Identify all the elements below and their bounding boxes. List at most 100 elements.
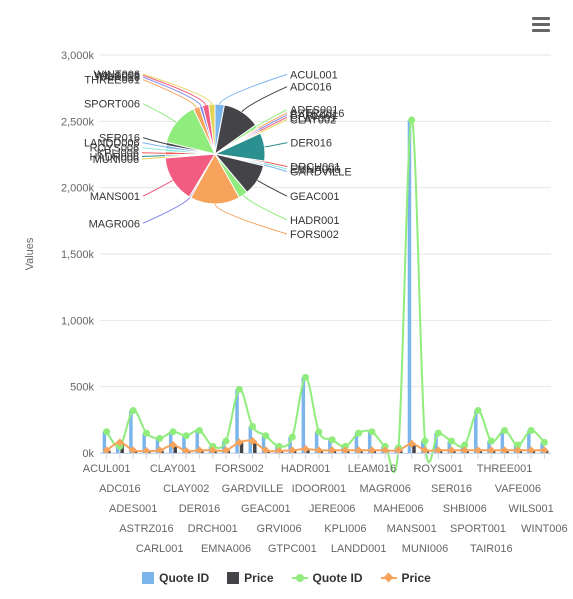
- quote-id-bar[interactable]: [500, 430, 505, 453]
- price-point[interactable]: [288, 446, 297, 455]
- quote-id-bar[interactable]: [168, 431, 173, 453]
- quote-id-point[interactable]: [487, 437, 495, 445]
- quote-id-point[interactable]: [129, 407, 137, 415]
- quote-id-bar[interactable]: [407, 120, 412, 454]
- price-point[interactable]: [261, 446, 270, 455]
- quote-id-bar[interactable]: [115, 446, 120, 453]
- price-bar[interactable]: [239, 442, 244, 453]
- price-point[interactable]: [314, 446, 323, 455]
- price-point[interactable]: [222, 446, 231, 455]
- price-point[interactable]: [129, 446, 138, 455]
- price-point[interactable]: [381, 446, 390, 455]
- price-point[interactable]: [235, 438, 244, 447]
- price-point[interactable]: [155, 446, 164, 455]
- price-point[interactable]: [195, 446, 204, 455]
- quote-id-point[interactable]: [461, 441, 469, 449]
- legend-item[interactable]: Price: [227, 571, 274, 585]
- price-point[interactable]: [447, 446, 456, 455]
- price-point[interactable]: [527, 446, 536, 455]
- chart-menu-button[interactable]: [528, 14, 554, 36]
- price-point[interactable]: [248, 437, 257, 446]
- price-point[interactable]: [487, 446, 496, 455]
- quote-id-point[interactable]: [514, 441, 522, 449]
- quote-id-point[interactable]: [328, 436, 336, 444]
- price-point[interactable]: [208, 446, 217, 455]
- price-point[interactable]: [407, 439, 416, 448]
- price-point[interactable]: [102, 446, 111, 455]
- quote-id-point[interactable]: [355, 429, 363, 437]
- quote-id-bar[interactable]: [235, 389, 239, 453]
- quote-id-point[interactable]: [195, 426, 203, 434]
- pie-label: GEAC001: [290, 191, 340, 203]
- price-point[interactable]: [328, 446, 337, 455]
- quote-id-point[interactable]: [169, 428, 177, 436]
- price-point[interactable]: [434, 446, 443, 455]
- quote-id-bar[interactable]: [328, 439, 332, 453]
- quote-id-bar[interactable]: [420, 441, 425, 453]
- quote-id-bar[interactable]: [447, 441, 452, 453]
- price-bar[interactable]: [173, 445, 177, 453]
- price-point[interactable]: [168, 441, 177, 450]
- price-point[interactable]: [367, 446, 376, 455]
- price-point[interactable]: [540, 446, 549, 455]
- price-bar[interactable]: [306, 449, 310, 453]
- quote-id-bar[interactable]: [155, 438, 160, 453]
- quote-id-bar[interactable]: [222, 441, 226, 453]
- quote-id-point[interactable]: [142, 429, 150, 437]
- price-point[interactable]: [460, 446, 469, 455]
- quote-id-point[interactable]: [408, 116, 416, 124]
- quote-id-bar[interactable]: [367, 431, 372, 453]
- quote-id-point[interactable]: [527, 426, 535, 434]
- quote-id-point[interactable]: [235, 385, 243, 393]
- quote-id-point[interactable]: [540, 438, 548, 446]
- quote-id-bar[interactable]: [474, 410, 478, 453]
- quote-id-point[interactable]: [448, 437, 456, 445]
- quote-id-point[interactable]: [474, 407, 482, 415]
- price-point[interactable]: [115, 438, 124, 447]
- legend-item[interactable]: Price: [380, 571, 431, 585]
- price-bar[interactable]: [412, 443, 416, 453]
- pie-slice[interactable]: [164, 153, 216, 198]
- price-bar[interactable]: [253, 441, 257, 453]
- legend-item[interactable]: Quote ID: [291, 571, 363, 585]
- quote-id-point[interactable]: [103, 428, 111, 436]
- quote-id-bar[interactable]: [261, 435, 266, 453]
- quote-id-point[interactable]: [421, 437, 429, 445]
- quote-id-bar[interactable]: [102, 431, 107, 453]
- quote-id-bar[interactable]: [129, 410, 133, 453]
- quote-id-bar[interactable]: [182, 435, 186, 453]
- quote-id-point[interactable]: [222, 437, 230, 445]
- quote-id-point[interactable]: [434, 429, 442, 437]
- quote-id-bar[interactable]: [288, 437, 292, 453]
- price-point[interactable]: [420, 446, 429, 455]
- quote-id-point[interactable]: [302, 373, 310, 381]
- quote-id-point[interactable]: [315, 428, 323, 436]
- price-point[interactable]: [513, 446, 522, 455]
- quote-id-point[interactable]: [156, 434, 164, 442]
- quote-id-bar[interactable]: [434, 433, 438, 453]
- quote-id-point[interactable]: [288, 433, 296, 441]
- quote-id-bar[interactable]: [314, 431, 319, 453]
- quote-id-bar[interactable]: [540, 442, 544, 453]
- quote-id-point[interactable]: [262, 432, 270, 440]
- quote-id-point[interactable]: [249, 422, 257, 430]
- legend-item[interactable]: Quote ID: [142, 571, 209, 585]
- pie-slice[interactable]: [190, 152, 240, 205]
- quote-id-point[interactable]: [368, 428, 376, 436]
- price-point[interactable]: [354, 446, 363, 455]
- pie-slice[interactable]: [208, 103, 216, 155]
- price-point[interactable]: [474, 446, 483, 455]
- quote-id-bar[interactable]: [527, 430, 531, 453]
- quote-id-point[interactable]: [501, 426, 509, 434]
- quote-id-point[interactable]: [182, 432, 190, 440]
- price-point[interactable]: [341, 446, 350, 455]
- quote-id-bar[interactable]: [354, 433, 359, 453]
- quote-id-bar[interactable]: [195, 430, 199, 453]
- quote-id-point[interactable]: [275, 442, 283, 450]
- price-point[interactable]: [394, 446, 403, 455]
- quote-id-bar[interactable]: [142, 433, 146, 453]
- quote-id-bar[interactable]: [487, 441, 491, 453]
- price-point[interactable]: [500, 446, 509, 455]
- quote-id-bar[interactable]: [301, 377, 306, 453]
- price-point[interactable]: [301, 445, 310, 454]
